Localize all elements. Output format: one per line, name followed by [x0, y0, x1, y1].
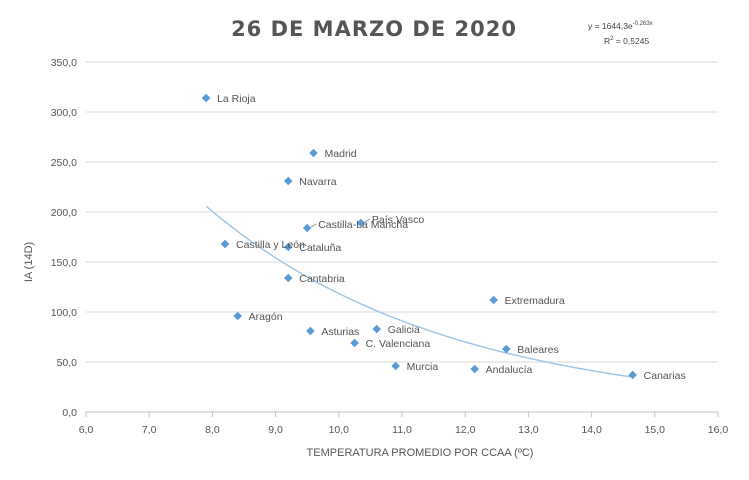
y-tick-label: 150,0	[51, 257, 77, 269]
data-point	[489, 295, 498, 305]
y-tick-label: 0,0	[62, 407, 77, 419]
data-label: Baleares	[517, 344, 558, 356]
data-point	[309, 148, 318, 158]
r-squared-value: = 0,5245	[613, 36, 649, 46]
x-tick-label: 9,0	[268, 424, 283, 436]
data-point	[283, 242, 293, 252]
data-point	[220, 239, 230, 249]
data-point	[283, 273, 293, 283]
data-label: Cataluña	[299, 242, 341, 254]
x-axis-label: TEMPERATURA PROMEDIO POR CCAA (ºC)	[307, 447, 534, 459]
data-label: Asturias	[321, 326, 359, 338]
r-squared-symbol: R	[604, 36, 610, 46]
data-point	[302, 223, 312, 233]
data-label: Galicia	[388, 324, 420, 336]
y-tick-label: 300,0	[51, 107, 77, 119]
trendline-equation: y = 1644,3e-0,263x	[588, 21, 653, 31]
x-tick-label: 15,0	[645, 424, 666, 436]
x-tick-label: 10,0	[329, 424, 350, 436]
data-label: Aragón	[249, 311, 283, 323]
x-tick-label: 11,0	[392, 424, 412, 436]
data-point	[391, 361, 400, 371]
data-label: Canarias	[644, 370, 686, 382]
x-tick-label: 8,0	[205, 424, 220, 436]
data-label: Extremadura	[505, 295, 565, 307]
data-labels: La Rioja Madrid Navarra País VascoCastilla-…	[217, 93, 686, 382]
data-point	[356, 218, 366, 228]
data-label: C. Valenciana	[366, 338, 431, 350]
chart-title: 26 DE MARZO DE 2020	[231, 17, 517, 41]
data-point	[306, 326, 315, 336]
x-tick-label: 14,0	[581, 424, 602, 436]
data-label: Navarra	[299, 176, 337, 188]
data-point	[501, 344, 511, 354]
data-label: Cantabria	[299, 273, 345, 285]
data-point	[350, 338, 359, 348]
r-squared-label: R2 = 0,5245	[604, 36, 649, 46]
data-point	[201, 93, 211, 103]
data-label: Andalucía	[486, 364, 533, 376]
data-label: Murcia	[407, 361, 439, 373]
label-leader-line	[364, 218, 371, 223]
y-tick-label: 250,0	[51, 157, 77, 169]
x-tick-label: 12,0	[455, 424, 476, 436]
grid-lines	[86, 61, 718, 363]
data-points	[201, 93, 637, 380]
x-axis-ticks: 6,0 7,0 8,0 9,0 10,0 11,0 12,0 13,0 14,0 15,0 16,0	[79, 412, 729, 436]
data-label: La Rioja	[217, 93, 256, 105]
data-label: País Vasco	[372, 214, 424, 226]
x-tick-label: 6,0	[79, 424, 94, 436]
data-point	[470, 364, 479, 374]
data-point	[372, 324, 382, 334]
label-leader-line	[310, 223, 317, 228]
y-axis-ticks: 0,0 50,0 100,0 150,0 200,0 250,0 300,0 350,0	[51, 57, 77, 419]
y-axis-label: IA (14D)	[23, 242, 35, 282]
trendline-equation-base: y = 1644,3e	[588, 21, 633, 31]
data-point	[628, 370, 637, 380]
y-tick-label: 50,0	[57, 357, 78, 369]
y-tick-label: 200,0	[51, 207, 77, 219]
data-point	[283, 176, 293, 186]
x-tick-label: 16,0	[708, 424, 729, 436]
y-tick-label: 100,0	[51, 307, 77, 319]
data-point	[233, 311, 242, 321]
y-tick-label: 350,0	[51, 57, 77, 69]
data-label: Madrid	[325, 148, 357, 160]
x-tick-label: 7,0	[142, 424, 157, 436]
trendline	[205, 205, 633, 378]
data-label: Castilla-La Mancha	[318, 219, 408, 231]
x-tick-label: 13,0	[518, 424, 539, 436]
trendline-equation-exponent: -0,263x	[633, 21, 653, 27]
data-label: Castilla y León	[236, 239, 305, 251]
